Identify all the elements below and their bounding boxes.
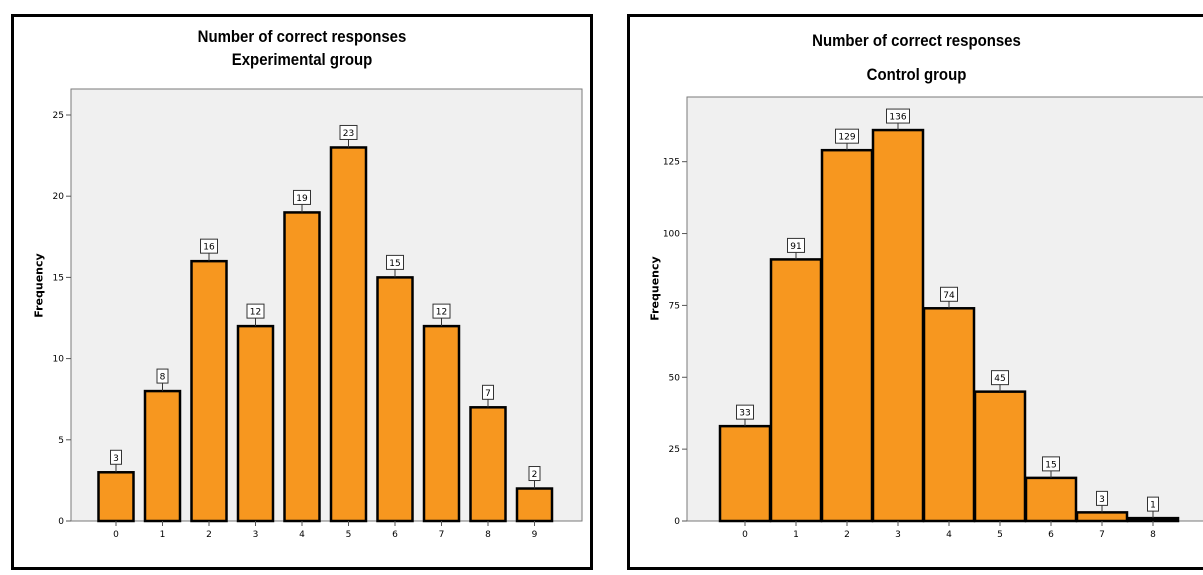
x-tick-label: 3 (253, 530, 259, 540)
x-tick-label: 4 (946, 530, 952, 540)
chart-plot-control: 0 25 50 75 100 125 0 33 1 91 2 129 3 136 4 74 5 45 6 15 7 3 8 1 (663, 96, 1203, 540)
y-tick-label: 15 (53, 273, 64, 283)
data-label: 8 (160, 373, 166, 383)
data-label-box (246, 303, 265, 319)
chart-plot-experimental: 0 5 10 15 20 25 0 3 1 8 2 16 3 12 4 19 5 23 6 15 7 12 8 7 9 2 (53, 88, 583, 540)
bar (469, 406, 507, 523)
x-tick-label: 7 (439, 530, 445, 540)
x-tick-label: 0 (742, 530, 748, 540)
data-label: 129 (838, 133, 855, 143)
bar (973, 390, 1027, 523)
data-label-box (940, 286, 958, 302)
chart-title-line2: Experimental group (231, 50, 373, 69)
bar (329, 146, 368, 523)
data-label: 2 (532, 470, 538, 480)
y-tick-label: 75 (669, 301, 680, 311)
x-tick-label: 1 (793, 530, 799, 540)
x-tick-label: 5 (997, 530, 1003, 540)
data-label-box (1147, 496, 1159, 512)
x-tick-label: 0 (113, 530, 119, 540)
x-tick-label: 6 (1048, 530, 1054, 540)
bar (922, 307, 976, 523)
data-label-box (1042, 456, 1060, 472)
y-tick-label: 5 (58, 436, 64, 446)
bar (769, 258, 823, 523)
y-tick-label: 0 (674, 517, 680, 527)
data-label: 74 (943, 291, 955, 301)
bar (871, 128, 925, 523)
data-label-box (482, 384, 494, 400)
data-label-box (835, 128, 859, 144)
data-label-box (886, 108, 910, 124)
y-tick-label: 25 (669, 445, 680, 455)
data-label: 3 (113, 454, 119, 464)
data-label: 12 (250, 308, 261, 318)
data-label: 23 (343, 129, 354, 139)
data-label: 33 (739, 409, 750, 419)
data-label-box (156, 368, 169, 384)
x-tick-label: 1 (160, 530, 166, 540)
data-label: 1 (1150, 501, 1156, 511)
bar (718, 424, 772, 523)
chart-panel-control: Number of correct responses Control grou… (627, 14, 1203, 570)
x-tick-label: 2 (844, 530, 850, 540)
data-label: 136 (889, 113, 906, 123)
data-label-box (386, 254, 404, 270)
bar (376, 276, 414, 523)
data-label-box (339, 124, 358, 140)
data-label: 15 (1045, 460, 1056, 470)
y-tick-label: 0 (58, 517, 64, 527)
bar (422, 324, 461, 523)
bar (1075, 511, 1129, 523)
data-label-box (1096, 490, 1108, 506)
data-label: 16 (203, 243, 215, 253)
bar (515, 487, 554, 523)
bar (1126, 516, 1180, 523)
data-label: 15 (389, 259, 400, 269)
data-label: 45 (994, 374, 1005, 384)
x-tick-label: 8 (1150, 530, 1156, 540)
x-tick-label: 3 (895, 530, 901, 540)
chart-title-line2: Control group (866, 65, 967, 84)
x-tick-label: 6 (392, 530, 398, 540)
y-tick-label: 20 (53, 192, 65, 202)
chart-panel-experimental: Number of correct responses Experimental… (11, 14, 593, 570)
x-tick-label: 2 (206, 530, 212, 540)
data-label-box (293, 189, 311, 205)
data-label: 91 (790, 242, 801, 252)
chart-title-line1: Number of correct responses (812, 31, 1021, 50)
y-tick-label: 125 (663, 158, 680, 168)
x-tick-label: 5 (346, 530, 352, 540)
y-tick-label: 25 (53, 111, 64, 121)
y-tick-label: 50 (669, 373, 681, 383)
bar (283, 211, 321, 523)
y-tick-label: 10 (53, 355, 65, 365)
bar (143, 389, 182, 523)
bar (236, 324, 275, 523)
data-label: 7 (485, 389, 491, 399)
data-label: 12 (436, 308, 447, 318)
x-tick-label: 7 (1099, 530, 1105, 540)
data-label-box (991, 370, 1009, 386)
data-label-box (787, 237, 805, 253)
data-label: 3 (1099, 495, 1105, 505)
bar (190, 259, 228, 523)
data-label-box (736, 404, 754, 420)
bar (1024, 476, 1078, 523)
data-label: 19 (296, 194, 308, 204)
data-label-box (110, 449, 122, 465)
y-tick-label: 100 (663, 230, 680, 240)
data-label-box (528, 466, 541, 482)
x-tick-label: 4 (299, 530, 305, 540)
bar (97, 471, 135, 523)
data-label-box (432, 303, 451, 319)
x-tick-label: 9 (532, 530, 538, 540)
x-tick-label: 8 (485, 530, 491, 540)
bar (820, 148, 874, 523)
chart-title-line1: Number of correct responses (197, 27, 407, 46)
data-label-box (200, 238, 218, 254)
